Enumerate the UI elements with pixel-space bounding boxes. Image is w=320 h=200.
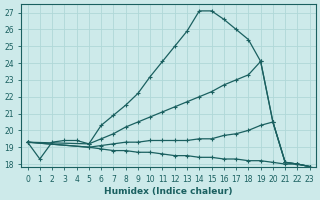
X-axis label: Humidex (Indice chaleur): Humidex (Indice chaleur) bbox=[104, 187, 233, 196]
